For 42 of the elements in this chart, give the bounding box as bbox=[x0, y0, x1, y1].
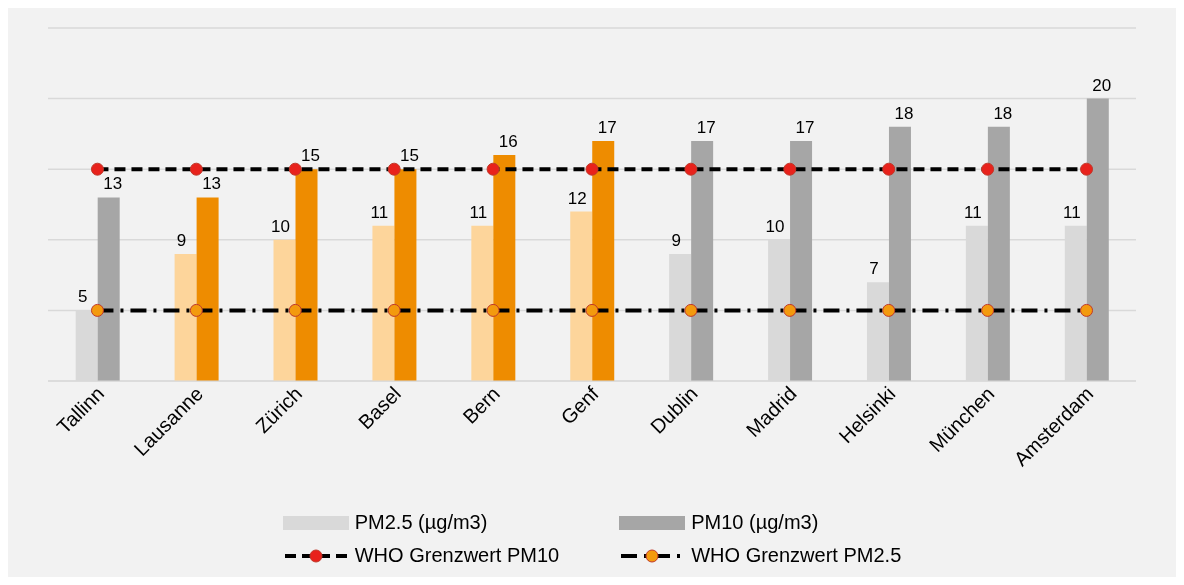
legend-label: PM2.5 (µg/m3) bbox=[354, 511, 488, 534]
bar bbox=[97, 197, 120, 381]
bar bbox=[471, 225, 494, 381]
data-label: 17 bbox=[696, 117, 716, 137]
data-label: 9 bbox=[671, 230, 681, 250]
data-label: 18 bbox=[993, 103, 1013, 123]
legend-label: PM10 (µg/m3) bbox=[691, 511, 819, 534]
data-label: 11 bbox=[1062, 202, 1081, 222]
data-label: 15 bbox=[301, 146, 320, 166]
data-label: 16 bbox=[498, 132, 518, 152]
data-label: 9 bbox=[176, 230, 187, 250]
data-label: 18 bbox=[894, 103, 914, 123]
bar bbox=[196, 197, 219, 381]
bar bbox=[372, 225, 395, 381]
data-label: 13 bbox=[103, 174, 123, 194]
bar bbox=[987, 126, 1010, 381]
bar bbox=[570, 211, 593, 381]
bar bbox=[295, 169, 318, 381]
data-label: 15 bbox=[399, 146, 419, 166]
data-label: 11 bbox=[370, 202, 389, 222]
data-label: 13 bbox=[202, 174, 222, 194]
data-label: 20 bbox=[1092, 75, 1112, 95]
data-label: 17 bbox=[597, 117, 617, 137]
bar bbox=[888, 126, 911, 381]
bar bbox=[691, 140, 714, 381]
data-label: 11 bbox=[964, 202, 982, 222]
legend-label: WHO Grenzwert PM10 bbox=[354, 544, 560, 567]
bar bbox=[394, 169, 417, 381]
bar bbox=[790, 140, 813, 381]
data-label: 12 bbox=[567, 188, 587, 208]
bar bbox=[1086, 98, 1109, 381]
bar bbox=[493, 155, 516, 381]
bar bbox=[592, 140, 615, 381]
data-label: 5 bbox=[77, 287, 88, 307]
data-label: 10 bbox=[271, 216, 290, 236]
data-label: 10 bbox=[765, 216, 785, 236]
data-label: 17 bbox=[795, 117, 815, 137]
bar bbox=[273, 239, 296, 381]
data-label: 11 bbox=[469, 202, 488, 222]
legend-label: WHO Grenzwert PM2.5 bbox=[691, 544, 902, 567]
data-label: 7 bbox=[869, 259, 879, 279]
bar bbox=[174, 253, 197, 381]
